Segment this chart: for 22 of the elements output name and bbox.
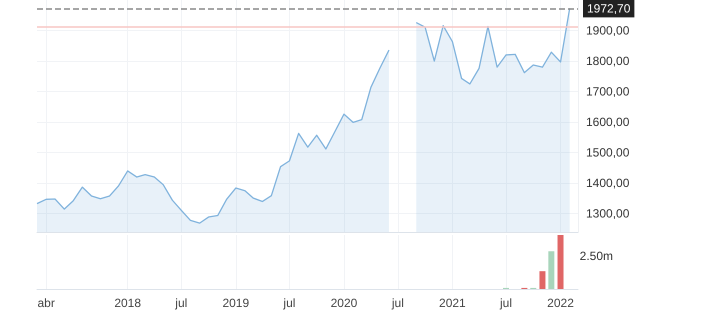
y-tick-label: 1700,00: [586, 84, 630, 99]
x-tick-label: jul: [498, 296, 512, 310]
bar: [558, 235, 564, 289]
y-tick-label: 1500,00: [586, 146, 630, 160]
x-tick-label: 2019: [222, 296, 250, 310]
x-tick-label: 2020: [330, 296, 358, 310]
bar: [539, 271, 546, 289]
y-tick-label: 1900,00: [586, 24, 630, 38]
y-tick-label: 1300,00: [586, 206, 630, 221]
ref-line-label: 1972,70: [587, 1, 631, 16]
y-tick-label: 1600,00: [586, 115, 630, 130]
x-tick-label: 2021: [439, 296, 466, 310]
y-tick-label: 1800,00: [586, 54, 630, 68]
bar: [548, 251, 554, 289]
text: 2.50m: [580, 249, 614, 263]
y-tick-label: 1400,00: [586, 176, 630, 190]
x-tick-label: abr: [38, 296, 55, 310]
x-tick-label: 2022: [547, 296, 574, 310]
x-tick-label: jul: [282, 296, 296, 310]
x-tick-label: jul: [174, 296, 188, 310]
x-tick-label: 2018: [114, 296, 142, 310]
x-tick-label: jul: [390, 296, 404, 310]
